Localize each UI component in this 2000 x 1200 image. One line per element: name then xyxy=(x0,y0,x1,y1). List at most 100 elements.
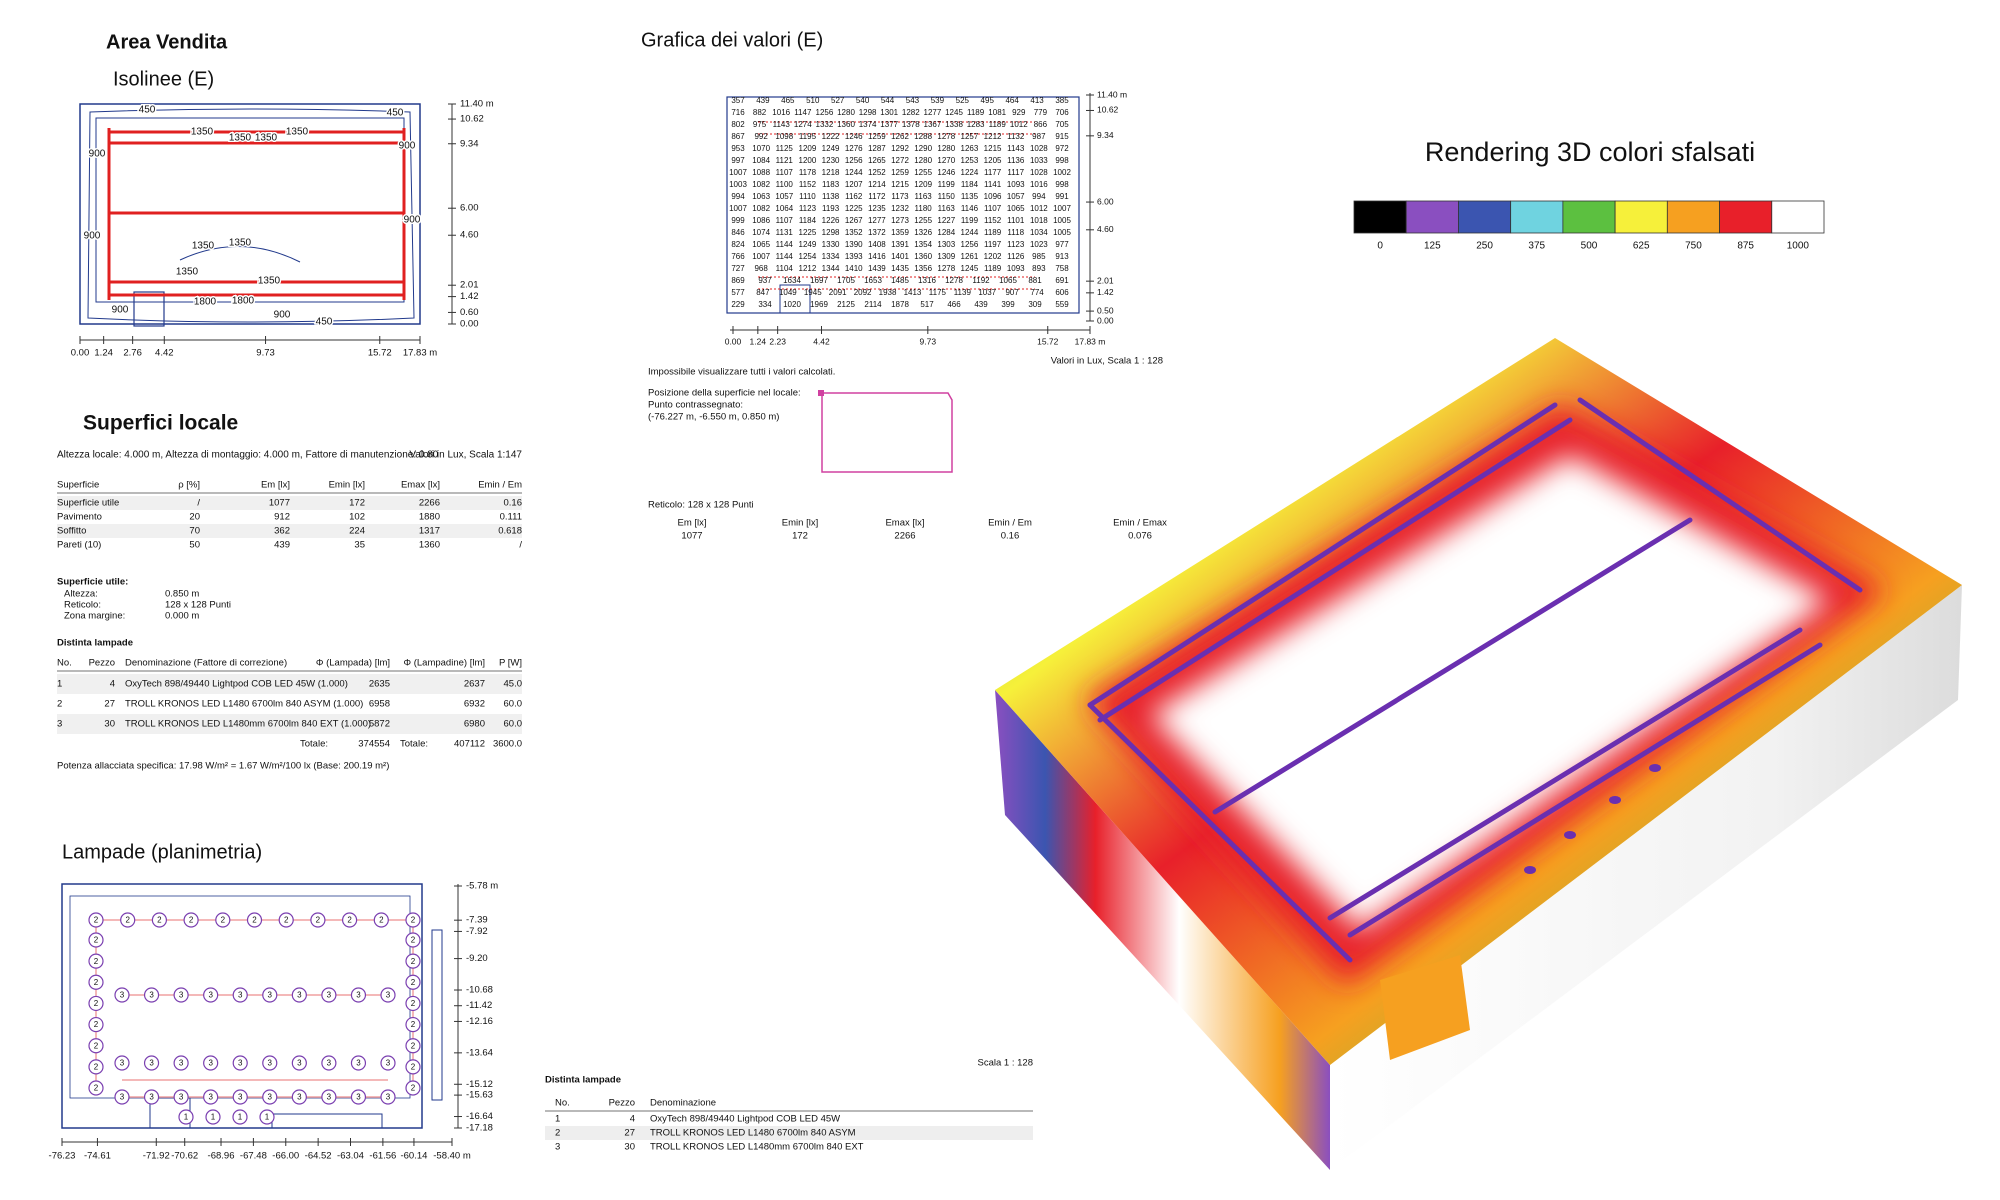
lamp-type: 2 xyxy=(411,1020,416,1029)
lux-value: 1126 xyxy=(1007,252,1025,261)
table-cell: 2 xyxy=(555,1128,560,1139)
lux-value: 1265 xyxy=(868,156,886,165)
stat-value: 1077 xyxy=(681,531,702,542)
section-title: Isolinee (E) xyxy=(113,68,214,90)
lux-value: 1199 xyxy=(961,216,979,225)
lamp-rows xyxy=(107,128,406,300)
scale-label: 0 xyxy=(1377,241,1383,252)
lux-value: 495 xyxy=(981,96,995,105)
render-3d xyxy=(995,338,1962,1170)
lux-value: 716 xyxy=(731,108,745,117)
lux-value: 1316 xyxy=(918,276,936,285)
lux-value: 1634 xyxy=(783,276,801,285)
scale-label: 750 xyxy=(1685,241,1702,252)
isoline xyxy=(95,117,405,303)
lux-value: 1086 xyxy=(752,216,770,225)
lamp-marker xyxy=(143,1089,160,1105)
lux-value: 992 xyxy=(754,132,768,141)
row-shade xyxy=(57,496,522,510)
lux-value: 525 xyxy=(956,96,970,105)
lux-value: 987 xyxy=(1032,132,1046,141)
lux-value: 399 xyxy=(1001,300,1015,309)
table-cell: 60.0 xyxy=(504,699,523,710)
lamp-marker xyxy=(405,1059,421,1075)
lux-value: 334 xyxy=(758,300,772,309)
lux-value: 1189 xyxy=(989,120,1007,129)
x-tick-label: -64.52 xyxy=(305,1151,332,1162)
y-tick-label: 1.42 xyxy=(460,291,479,302)
subheading: Distinta lampade xyxy=(57,638,133,649)
lux-value: 1195 xyxy=(799,132,817,141)
lux-value: 882 xyxy=(753,108,767,117)
lux-value: 1244 xyxy=(845,168,863,177)
lamp-marker xyxy=(246,912,263,928)
lamp-type: 3 xyxy=(238,1059,243,1068)
lamp-type: 1 xyxy=(238,1113,243,1122)
contour-label: 900 xyxy=(89,149,106,160)
table-total: 407112 xyxy=(454,739,485,750)
lux-value: 1254 xyxy=(799,252,817,261)
contour-label: 1350 xyxy=(255,133,278,144)
x-tick-label: 9.73 xyxy=(920,336,937,346)
contour-label: 1800 xyxy=(194,297,217,308)
wall-left xyxy=(995,690,1330,1170)
lamp-marker xyxy=(405,953,421,969)
lux-value: 1256 xyxy=(845,156,863,165)
lux-value: 907 xyxy=(1005,288,1019,297)
lux-value: 1377 xyxy=(880,120,898,129)
lux-value: 540 xyxy=(856,96,870,105)
lamp-type: 3 xyxy=(297,1093,302,1102)
table-header: Emin [lx] xyxy=(329,480,365,491)
lux-value: 1256 xyxy=(816,108,834,117)
lamp-type: 2 xyxy=(379,916,384,925)
contour-label: 450 xyxy=(316,317,333,328)
y-tick-label: -9.20 xyxy=(466,953,488,964)
lamp-marker xyxy=(88,1038,104,1054)
lux-value: 1273 xyxy=(891,216,909,225)
table-cell: 0.16 xyxy=(504,498,523,509)
lux-value: 1212 xyxy=(799,264,817,273)
lux-value: 1152 xyxy=(984,216,1002,225)
scale-label: 500 xyxy=(1581,241,1598,252)
lux-value: 357 xyxy=(731,96,745,105)
lux-value: 1138 xyxy=(822,192,840,201)
lamp-type: 2 xyxy=(94,978,99,987)
lux-value: 866 xyxy=(1034,120,1048,129)
lux-value: 1007 xyxy=(729,204,747,213)
lux-value: 1065 xyxy=(1007,204,1025,213)
lux-value: 1367 xyxy=(924,120,942,129)
lux-value: 1276 xyxy=(845,144,863,153)
lux-value: 1259 xyxy=(868,132,886,141)
y-tick-label: -15.63 xyxy=(466,1090,493,1101)
field-label: Altezza: xyxy=(64,589,98,600)
lux-value: 1225 xyxy=(799,228,817,237)
table-header: Pezzo xyxy=(609,1098,635,1109)
lux-value: 1205 xyxy=(984,156,1002,165)
table-cell: Pareti (10) xyxy=(57,540,101,551)
lux-value: 1257 xyxy=(961,132,979,141)
lux-value: 466 xyxy=(947,300,961,309)
lamp-marker xyxy=(232,1055,248,1071)
lux-value: 706 xyxy=(1055,108,1069,117)
lux-value: 1280 xyxy=(914,156,932,165)
lux-value: 1093 xyxy=(1007,264,1025,273)
lamp-line xyxy=(1327,627,1803,921)
lux-value: 1146 xyxy=(961,204,979,213)
lux-value: 1277 xyxy=(924,108,942,117)
lux-value: 1183 xyxy=(822,180,840,189)
lamp-marker xyxy=(405,995,421,1012)
y-tick-label: -7.39 xyxy=(466,915,488,926)
lux-value: 1354 xyxy=(914,240,932,249)
lux-value: 1290 xyxy=(914,144,932,153)
spot xyxy=(1649,764,1661,772)
table-cell: TROLL KRONOS LED L1480 6700lm 840 ASYM xyxy=(650,1128,856,1139)
lamp-marker xyxy=(143,1055,160,1071)
x-tick-label: 1.24 xyxy=(750,336,767,346)
lux-value: 1016 xyxy=(772,108,790,117)
lux-value: 1110 xyxy=(799,192,816,201)
table-cell: 362 xyxy=(274,526,290,537)
y-tick-label: 6.00 xyxy=(1097,196,1114,206)
lux-value: 1284 xyxy=(937,228,955,237)
lamp-type: 1 xyxy=(265,1113,270,1122)
lux-value: 691 xyxy=(1055,276,1069,285)
